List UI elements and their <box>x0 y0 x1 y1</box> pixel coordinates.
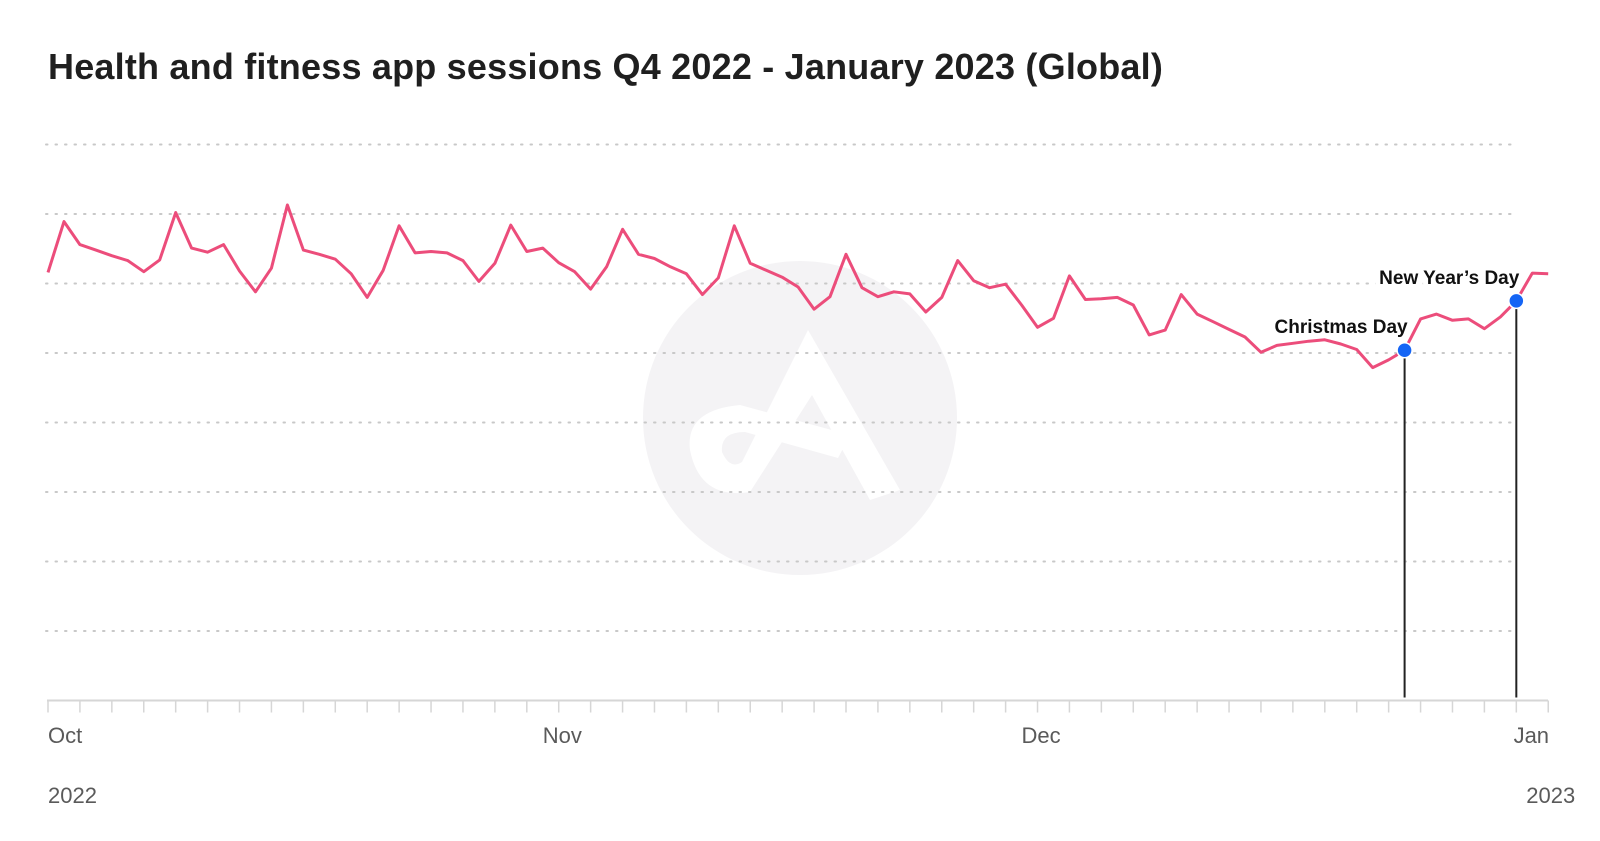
annotation-label: Christmas Day <box>1275 317 1408 338</box>
annotation-label: New Year’s Day <box>1379 268 1520 289</box>
annotations: Christmas Day New Year’s Day <box>1270 263 1525 698</box>
annotation-dot <box>1396 341 1413 359</box>
x-tick-label: Oct <box>48 723 82 748</box>
gridlines <box>45 143 1519 632</box>
x-tick-label: Nov <box>543 723 582 748</box>
series-line <box>46 203 1549 370</box>
year-label: 2023 <box>1526 783 1575 808</box>
chart-title: Health and fitness app sessions Q4 2022 … <box>48 46 1164 87</box>
annotation-dot <box>1508 292 1525 310</box>
watermark-logo <box>643 261 957 575</box>
year-label: 2022 <box>48 783 97 808</box>
series-layer <box>46 203 1549 370</box>
x-tick-label: Jan <box>1514 723 1549 748</box>
x-tick-label: Dec <box>1022 723 1061 748</box>
x-axis: Oct Nov Dec Jan 2022 2023 <box>47 699 1575 808</box>
